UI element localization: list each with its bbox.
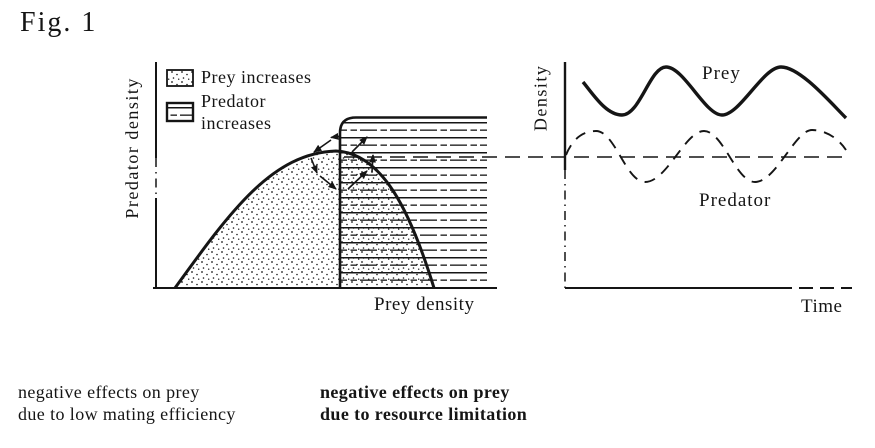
prey-isocline-curve bbox=[173, 149, 436, 289]
prey-curve-label: Prey bbox=[702, 63, 741, 84]
phase-x-axis-label: Prey density bbox=[374, 294, 475, 315]
phase-axes bbox=[153, 62, 497, 289]
phase-y-axis-label: Predator density bbox=[122, 77, 143, 219]
flow-arrows bbox=[310, 132, 377, 190]
legend-label-prey-increases: Prey increases bbox=[201, 67, 312, 87]
caption-left-line2: due to low mating efficiency bbox=[18, 403, 236, 424]
caption-left: negative effects on prey due to low mati… bbox=[18, 382, 236, 425]
legend-label-predator-increases-line2: increases bbox=[201, 113, 272, 133]
figure-title: Fig. 1 bbox=[20, 7, 98, 38]
time-y-axis-label: Density bbox=[530, 64, 551, 132]
predator-curve-label: Predator bbox=[699, 190, 772, 211]
time-axes bbox=[563, 62, 852, 289]
flow-arrow bbox=[319, 175, 337, 190]
prey-curve bbox=[581, 65, 848, 120]
caption-left-line1: negative effects on prey bbox=[18, 382, 200, 402]
flow-arrow bbox=[351, 136, 368, 153]
legend-swatch-hlines bbox=[165, 101, 195, 123]
flow-arrow bbox=[330, 132, 342, 140]
legend-swatch-stipple bbox=[166, 69, 194, 87]
legend-label-predator-increases-line1: Predator bbox=[201, 91, 266, 111]
predator-curve bbox=[565, 129, 847, 183]
caption-right-line1: negative effects on prey bbox=[320, 382, 510, 402]
flow-arrow bbox=[369, 154, 377, 173]
flow-arrow bbox=[347, 170, 368, 190]
caption-right-line2: due to resource limitation bbox=[320, 403, 528, 424]
flow-arrow bbox=[310, 157, 318, 174]
flow-arrow bbox=[313, 139, 332, 153]
predator-increase-region bbox=[340, 117, 487, 288]
predator-isocline-line bbox=[338, 116, 487, 288]
time-x-axis-label: Time bbox=[801, 296, 843, 317]
caption-right: negative effects on prey due to resource… bbox=[320, 382, 527, 425]
